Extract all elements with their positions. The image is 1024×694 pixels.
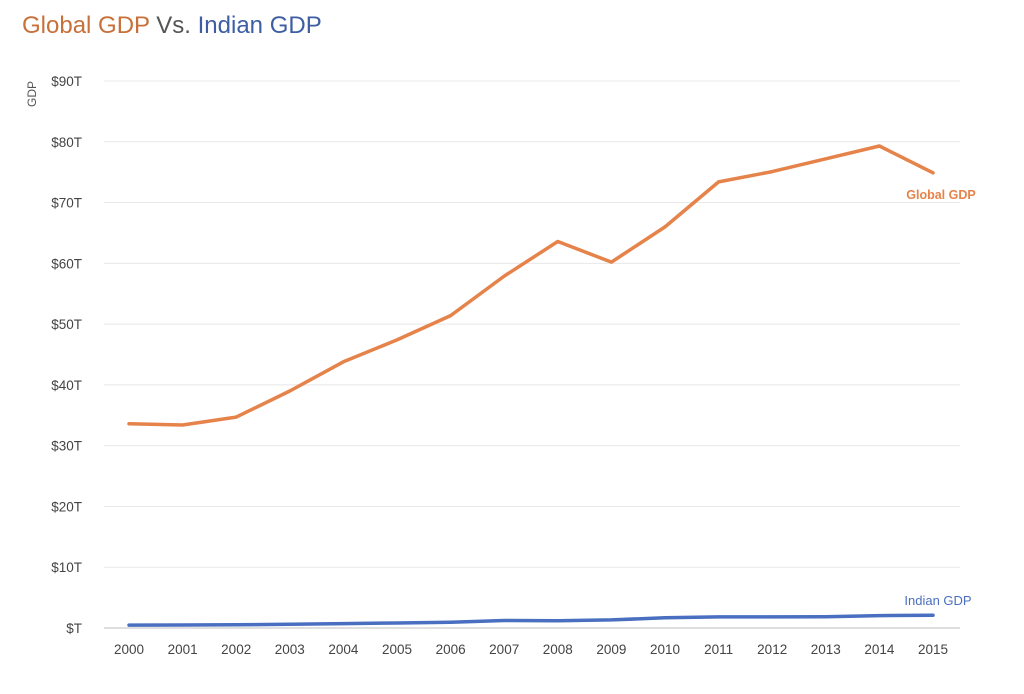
series-lines [127, 144, 935, 627]
global-gdp-series-label: Global GDP [906, 188, 975, 202]
indian-gdp-series-label: Indian GDP [904, 593, 971, 608]
x-tick-label: 2009 [596, 642, 626, 657]
x-tick-label: 2015 [918, 642, 948, 657]
x-axis-ticks: 2000 2001 2002 2003 2004 2005 2006 2007 2008 2009… [114, 642, 948, 657]
y-axis-label: GDP [25, 81, 39, 107]
x-tick-label: 2007 [489, 642, 519, 657]
title-indian-part: Indian GDP [197, 12, 322, 39]
x-tick-label: 2013 [811, 642, 841, 657]
title-global-part: Global GDP [22, 12, 150, 39]
y-axis-ticks: $T $10T $20T $30T $40T $50T $60T $70T $80T $90T [51, 74, 82, 636]
indian-gdp-line [127, 613, 935, 627]
x-tick-label: 2010 [650, 642, 680, 657]
chart-title: Global GDP Vs. Indian GDP [22, 12, 322, 40]
gridlines [104, 80, 960, 629]
x-tick-label: 2000 [114, 642, 144, 657]
y-tick-label: $50T [51, 317, 82, 332]
y-tick-label: $30T [51, 439, 82, 454]
x-tick-label: 2011 [704, 642, 733, 657]
series-labels: Global GDP Indian GDP [904, 188, 975, 608]
x-tick-label: 2005 [382, 642, 412, 657]
x-tick-label: 2012 [757, 642, 787, 657]
global-gdp-line [127, 144, 935, 427]
y-tick-label: $10T [51, 560, 82, 575]
y-tick-label: $T [66, 621, 82, 636]
x-tick-label: 2004 [328, 642, 359, 657]
y-tick-label: $60T [51, 256, 82, 271]
x-tick-label: 2006 [436, 642, 466, 657]
x-tick-label: 2002 [221, 642, 251, 657]
x-tick-label: 2008 [543, 642, 573, 657]
y-tick-label: $70T [51, 196, 82, 211]
y-tick-label: $20T [51, 499, 82, 514]
x-tick-label: 2014 [864, 642, 895, 657]
y-tick-label: $90T [51, 74, 82, 89]
y-tick-label: $80T [51, 135, 82, 150]
x-tick-label: 2001 [168, 642, 198, 657]
title-vs-part: Vs. [149, 12, 198, 39]
y-tick-label: $40T [51, 378, 82, 393]
x-tick-label: 2003 [275, 642, 305, 657]
